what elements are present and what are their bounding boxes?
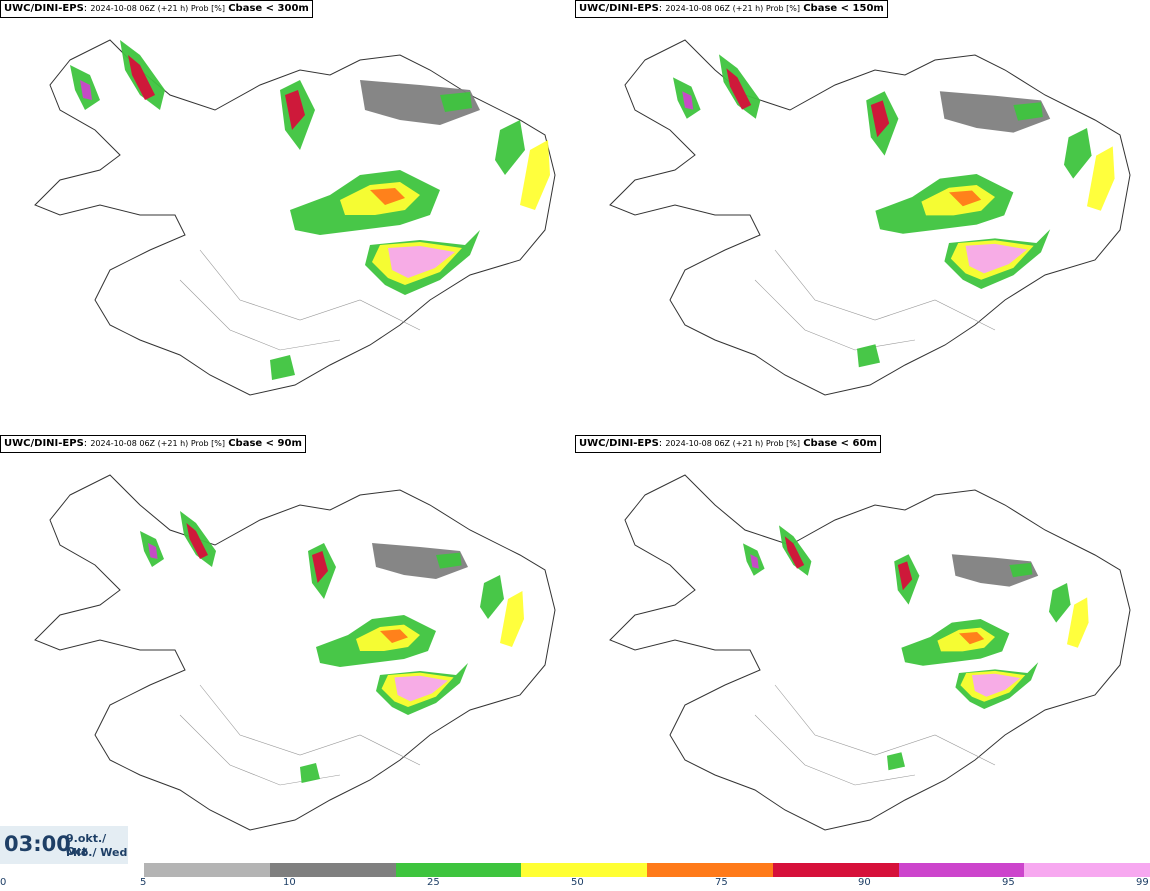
probability-area	[1009, 562, 1033, 578]
probability-area	[1087, 146, 1115, 211]
panel-title: UWC/DINI-EPS: 2024-10-08 06Z (+21 h) Pro…	[0, 0, 313, 18]
probability-area	[440, 92, 472, 112]
valid-date: 9.okt./ Oct	[66, 832, 107, 858]
probability-area	[388, 246, 455, 278]
probability-area	[360, 80, 480, 125]
probability-area	[939, 91, 1051, 133]
probability-area	[370, 188, 405, 205]
probability-area	[857, 344, 880, 368]
map-panel-3: UWC/DINI-EPS: 2024-10-08 06Z (+21 h) Pro…	[0, 435, 575, 870]
probability-area	[300, 763, 320, 783]
legend-bin-3	[521, 863, 647, 877]
map-panel-1: UWC/DINI-EPS: 2024-10-08 06Z (+21 h) Pro…	[0, 0, 575, 435]
legend-bin-6	[898, 863, 1025, 877]
legend-tick: 95	[1002, 877, 1015, 888]
probability-area	[128, 55, 155, 100]
iceland-coastline	[609, 474, 1131, 831]
probability-area	[897, 561, 913, 591]
probability-area	[270, 355, 295, 380]
map-panel-4: UWC/DINI-EPS: 2024-10-08 06Z (+21 h) Pro…	[575, 435, 1150, 870]
probability-area	[186, 523, 208, 559]
probability-area	[951, 554, 1039, 587]
probability-area	[682, 91, 694, 110]
probability-area	[1067, 597, 1089, 648]
valid-weekday: Mið./ Wed	[66, 846, 128, 859]
probability-area	[520, 140, 550, 210]
probability-area	[500, 591, 524, 647]
iceland-map	[609, 474, 1131, 831]
valid-time: 03:00	[4, 832, 71, 856]
legend-bin-7	[1024, 863, 1150, 877]
probability-area	[380, 629, 408, 643]
panel-title: UWC/DINI-EPS: 2024-10-08 06Z (+21 h) Pro…	[575, 435, 881, 453]
legend-bin-2	[395, 863, 522, 877]
panel-title: UWC/DINI-EPS: 2024-10-08 06Z (+21 h) Pro…	[575, 0, 888, 18]
probability-area	[1049, 583, 1071, 623]
probability-area	[750, 554, 759, 569]
probability-area	[887, 752, 905, 771]
probability-area	[784, 536, 805, 569]
probability-area	[480, 575, 504, 619]
probability-area	[965, 243, 1028, 274]
legend-tick: 10	[283, 877, 296, 888]
legend-tick: 5	[140, 877, 147, 888]
legend-bin-0	[144, 863, 270, 877]
legend-tick: 0	[0, 877, 7, 888]
iceland-map	[34, 39, 556, 396]
iceland-coastline	[34, 474, 556, 831]
legend-tick: 75	[715, 877, 728, 888]
legend-tick: 50	[571, 877, 584, 888]
color-legend	[144, 863, 1150, 877]
probability-area	[80, 80, 92, 100]
legend-tick: 99	[1136, 877, 1149, 888]
legend-tick: 90	[858, 877, 871, 888]
valid-time-box: 03:00 9.okt./ Oct Mið./ Wed	[0, 826, 128, 864]
probability-area	[312, 551, 328, 583]
legend-bin-5	[772, 863, 899, 877]
probability-area	[959, 631, 985, 645]
probability-area	[394, 675, 448, 702]
probability-area	[148, 543, 158, 559]
probability-area	[1064, 127, 1092, 179]
legend-bin-4	[647, 863, 773, 877]
probability-area	[949, 190, 982, 207]
map-panel-2: UWC/DINI-EPS: 2024-10-08 06Z (+21 h) Pro…	[575, 0, 1150, 435]
probability-area	[726, 68, 752, 110]
probability-area	[372, 543, 468, 579]
iceland-map	[609, 39, 1131, 396]
probability-area	[971, 673, 1021, 697]
probability-area	[436, 552, 462, 569]
probability-area	[1013, 102, 1043, 121]
legend-bin-1	[269, 863, 396, 877]
panel-title: UWC/DINI-EPS: 2024-10-08 06Z (+21 h) Pro…	[0, 435, 306, 453]
legend-tick: 25	[427, 877, 440, 888]
probability-area	[285, 90, 305, 130]
iceland-map	[34, 474, 556, 831]
probability-area	[495, 120, 525, 175]
